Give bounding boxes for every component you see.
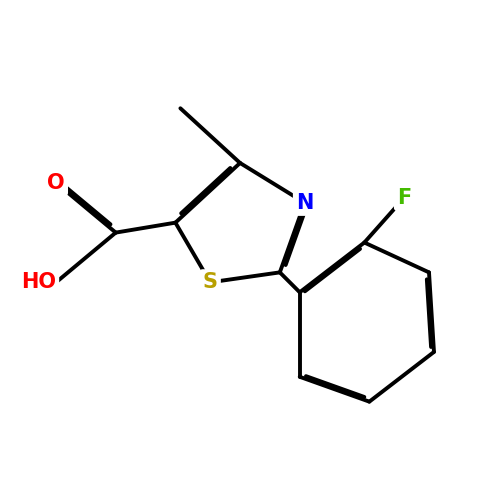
Text: S: S: [202, 272, 218, 292]
Text: HO: HO: [21, 272, 56, 292]
Text: F: F: [397, 188, 411, 208]
Text: N: N: [296, 193, 314, 213]
Text: O: O: [48, 173, 65, 193]
